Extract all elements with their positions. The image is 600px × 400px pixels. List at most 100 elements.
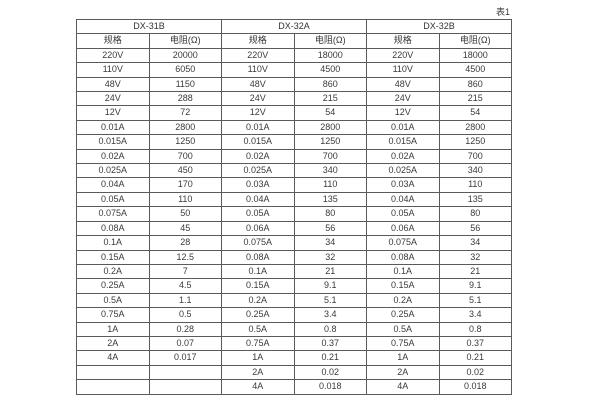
cell-resistance: 700 [438,148,512,165]
table-row: 48V 1150 48V 860 48V 860 [76,76,512,93]
table-row: 2A 0.02 2A 0.02 [76,364,512,381]
cell-resistance: 110 [438,177,512,193]
cell-resistance: 50 [148,206,222,222]
cell-spec: 0.15A [366,278,440,294]
table-caption: 表1 [495,7,510,17]
cell-resistance: 3.4 [438,307,512,323]
cell-resistance: 0.37 [438,335,512,352]
cell-spec: 220V [366,47,440,64]
cell-resistance: 7 [148,263,222,280]
cell-resistance: 110 [293,177,367,193]
cell-spec: 0.02A [366,148,440,165]
cell-spec: 0.04A [366,191,440,208]
cell-resistance: 5.1 [293,292,367,309]
cell-spec: 0.08A [366,249,440,265]
cell-resistance [148,379,222,395]
cell-spec: 48V [221,76,295,93]
cell-spec: 0.5A [366,321,440,337]
cell-spec: 0.1A [76,235,150,251]
table-row: 0.25A 4.5 0.15A 9.1 0.15A 9.1 [76,278,512,294]
cell-spec: 0.04A [76,177,150,193]
cell-spec: 4A [366,379,440,395]
cell-spec: 24V [221,91,295,107]
cell-resistance: 0.21 [293,350,367,366]
cell-spec: 4A [76,350,150,366]
cell-resistance: 0.5 [148,307,222,323]
cell-spec: 110V [221,62,295,78]
cell-spec: 110V [76,62,150,78]
cell-resistance: 5.1 [438,292,512,309]
cell-resistance: 18000 [438,47,512,64]
cell-resistance: 0.21 [438,350,512,366]
cell-spec: 1A [221,350,295,366]
col-header-resistance: 电阻(Ω) [148,33,222,49]
cell-spec: 220V [76,47,150,64]
table-body: 220V 20000 220V 18000 220V 18000 110V 6050 110V 4… [76,47,512,395]
cell-spec: 220V [221,47,295,64]
cell-spec: 0.015A [366,134,440,150]
table-head: DX-31B DX-32A DX-32B 规格 电阻(Ω) 规格 电阻(Ω) 规… [76,18,512,49]
cell-spec: 0.2A [76,263,150,280]
table-row: 4A 0.018 4A 0.018 [76,379,512,395]
cell-spec: 0.25A [366,307,440,323]
cell-spec: 0.1A [366,263,440,280]
cell-resistance: 215 [438,91,512,107]
group-header-dx32b: DX-32B [366,18,512,35]
cell-resistance: 0.37 [293,335,367,352]
table-row: 0.01A 2800 0.01A 2800 0.01A 2800 [76,119,512,136]
cell-resistance: 135 [438,191,512,208]
cell-resistance: 28 [148,235,222,251]
cell-resistance: 2800 [438,119,512,136]
table-row: 1A 0.28 0.5A 0.8 0.5A 0.8 [76,321,512,337]
cell-spec: 0.75A [366,335,440,352]
cell-resistance: 170 [148,177,222,193]
cell-resistance: 21 [293,263,367,280]
table-row: 12V 72 12V 54 12V 54 [76,105,512,121]
cell-spec: 12V [366,105,440,121]
cell-resistance: 1150 [148,76,222,93]
cell-spec: 0.1A [221,263,295,280]
cell-resistance: 0.07 [148,335,222,352]
cell-spec: 0.01A [366,119,440,136]
cell-resistance: 56 [438,220,512,237]
table-row: 0.75A 0.5 0.25A 3.4 0.25A 3.4 [76,307,512,323]
cell-resistance: 4500 [438,62,512,78]
cell-spec: 110V [366,62,440,78]
cell-resistance: 860 [438,76,512,93]
cell-resistance: 0.28 [148,321,222,337]
cell-spec: 0.04A [221,191,295,208]
cell-spec: 0.025A [221,163,295,179]
cell-spec: 0.015A [221,134,295,150]
cell-spec: 0.015A [76,134,150,150]
cell-resistance: 20000 [148,47,222,64]
cell-spec: 4A [221,379,295,395]
cell-resistance: 1250 [293,134,367,150]
cell-resistance: 56 [293,220,367,237]
cell-spec: 0.03A [221,177,295,193]
cell-resistance [148,364,222,381]
cell-spec: 0.06A [221,220,295,237]
cell-resistance: 12.5 [148,249,222,265]
subheader-row: 规格 电阻(Ω) 规格 电阻(Ω) 规格 电阻(Ω) [76,33,512,49]
cell-resistance: 2800 [148,119,222,136]
table-row: 0.2A 7 0.1A 21 0.1A 21 [76,263,512,280]
table-row: 24V 288 24V 215 24V 215 [76,91,512,107]
cell-spec: 2A [366,364,440,381]
table-row: 2A 0.07 0.75A 0.37 0.75A 0.37 [76,335,512,352]
cell-resistance: 6050 [148,62,222,78]
table-row: 0.04A 170 0.03A 110 0.03A 110 [76,177,512,193]
cell-resistance: 72 [148,105,222,121]
cell-spec: 0.15A [221,278,295,294]
cell-resistance: 2800 [293,119,367,136]
cell-spec: 0.2A [221,292,295,309]
cell-resistance: 80 [438,206,512,222]
cell-spec: 0.75A [76,307,150,323]
col-header-resistance: 电阻(Ω) [438,33,512,49]
cell-resistance: 4500 [293,62,367,78]
cell-spec: 0.025A [366,163,440,179]
cell-resistance: 1250 [148,134,222,150]
cell-resistance: 700 [148,148,222,165]
cell-spec: 0.05A [76,191,150,208]
cell-spec: 0.03A [366,177,440,193]
